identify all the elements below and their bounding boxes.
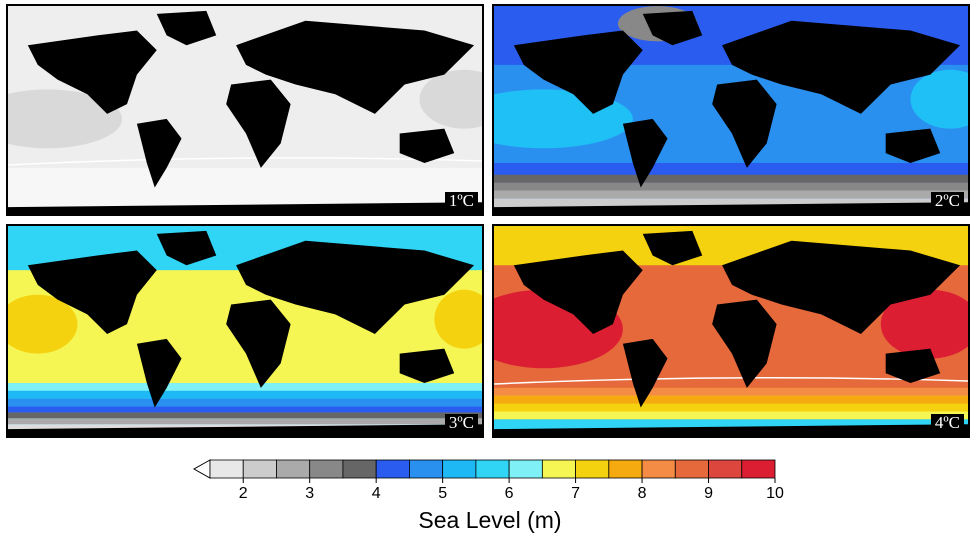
colorbar-swatches xyxy=(192,459,776,483)
world-map-3c xyxy=(8,226,482,436)
map-panel-2c: 2ºC xyxy=(492,4,970,216)
colorbar-swatch xyxy=(508,459,543,479)
map-panel-4c: 4ºC xyxy=(492,224,970,438)
colorbar-swatch xyxy=(309,459,344,479)
colorbar-swatch xyxy=(409,459,444,479)
colorbar-swatch xyxy=(708,459,743,479)
colorbar-tick-label: 2 xyxy=(238,485,248,502)
colorbar-swatch xyxy=(641,459,676,479)
colorbar: 2 3 4 5 6 7 8 9 10 Sea Level (m) xyxy=(190,458,790,538)
colorbar-tick-label: 5 xyxy=(438,485,448,502)
colorbar-tick-label: 8 xyxy=(637,485,647,502)
panel-label-4c: 4ºC xyxy=(930,414,964,433)
colorbar-swatch xyxy=(541,459,576,479)
colorbar-swatch xyxy=(741,459,776,479)
panel-label-2c: 2ºC xyxy=(930,192,964,211)
colorbar-tick-label: 7 xyxy=(571,485,581,502)
colorbar-swatch xyxy=(342,459,377,479)
world-map-1c xyxy=(8,6,482,214)
colorbar-swatch xyxy=(475,459,510,479)
map-panel-3c: 3ºC xyxy=(6,224,484,438)
colorbar-tick-label: 6 xyxy=(504,485,514,502)
colorbar-arrow-low xyxy=(192,459,211,479)
colorbar-swatch xyxy=(209,459,244,479)
colorbar-tick-label: 10 xyxy=(766,485,784,502)
world-map-2c xyxy=(494,6,968,214)
map-panel-1c: 1ºC xyxy=(6,4,484,216)
world-map-4c xyxy=(494,226,968,436)
colorbar-swatch xyxy=(608,459,643,479)
colorbar-swatch xyxy=(674,459,709,479)
colorbar-swatch xyxy=(442,459,477,479)
colorbar-tick-label: 9 xyxy=(704,485,713,502)
colorbar-swatch xyxy=(575,459,610,479)
colorbar-title: Sea Level (m) xyxy=(418,507,562,533)
panel-label-1c: 1ºC xyxy=(444,192,478,211)
colorbar-swatch xyxy=(375,459,410,479)
colorbar-tick-label: 3 xyxy=(305,485,315,502)
colorbar-swatch xyxy=(242,459,277,479)
colorbar-swatch xyxy=(276,459,311,479)
colorbar-tick-label: 4 xyxy=(371,485,381,502)
panel-label-3c: 3ºC xyxy=(444,414,478,433)
